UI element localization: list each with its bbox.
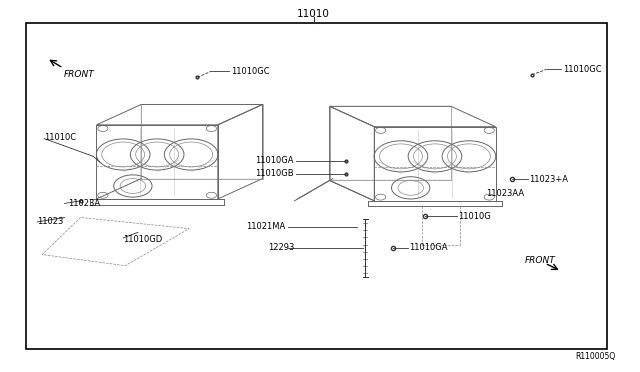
Text: 11021MA: 11021MA [246, 222, 286, 231]
Text: 11010GA: 11010GA [255, 156, 293, 165]
Text: R110005Q: R110005Q [575, 352, 615, 361]
Text: 11010GD: 11010GD [124, 235, 163, 244]
Text: 11010G: 11010G [459, 212, 492, 221]
Text: 11010GA: 11010GA [410, 243, 448, 252]
Text: 11010GB: 11010GB [255, 169, 294, 178]
Text: 12293: 12293 [268, 243, 294, 252]
Text: FRONT: FRONT [63, 70, 94, 79]
Text: FRONT: FRONT [524, 256, 555, 264]
Text: 11010: 11010 [297, 9, 330, 19]
Text: 11023AA: 11023AA [486, 189, 524, 198]
Text: 11023+A: 11023+A [529, 175, 568, 184]
Text: 11010C: 11010C [44, 132, 76, 142]
Text: 11023A: 11023A [68, 199, 100, 208]
Text: 11023: 11023 [37, 218, 63, 227]
Text: 11010GC: 11010GC [230, 67, 269, 76]
Text: 11010GC: 11010GC [563, 65, 602, 74]
Bar [26, 23, 607, 349]
